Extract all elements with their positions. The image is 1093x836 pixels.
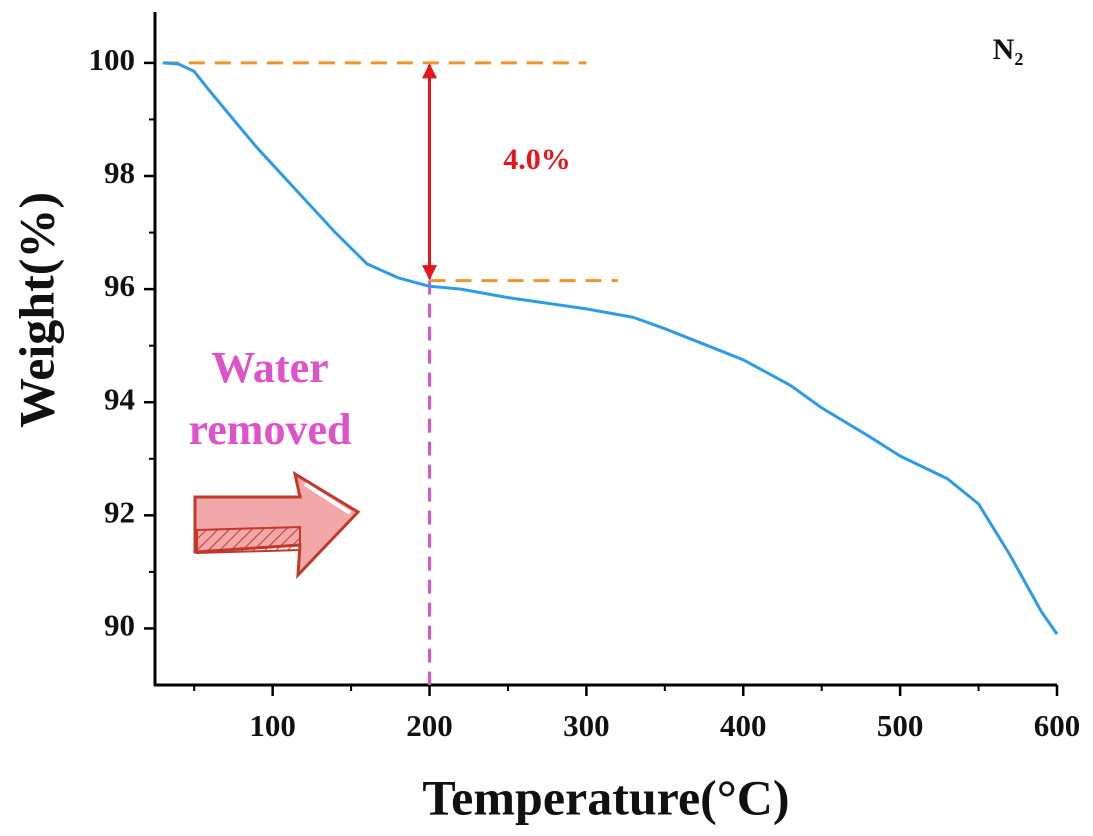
data-line xyxy=(162,61,1059,635)
x-axis-title: Temperature(°C) xyxy=(422,769,789,825)
x-tick-label: 400 xyxy=(720,708,767,743)
x-tick-label: 500 xyxy=(877,708,924,743)
y-tick-label: 96 xyxy=(104,268,135,303)
y-tick-label: 92 xyxy=(104,494,135,529)
region-label: Water xyxy=(211,343,328,392)
region-label: removed xyxy=(189,405,352,454)
y-tick-label: 94 xyxy=(104,381,135,416)
x-tick-label: 600 xyxy=(1034,708,1081,743)
y-tick-label: 100 xyxy=(89,42,136,77)
decorative-arrow-icon xyxy=(193,470,361,580)
y-tick-label: 98 xyxy=(104,155,135,190)
y-axis-title: Weight(%) xyxy=(8,192,64,428)
x-tick-label: 200 xyxy=(406,708,453,743)
x-tick-label: 300 xyxy=(563,708,610,743)
loss-label: 4.0% xyxy=(503,143,571,176)
x-tick-label: 100 xyxy=(249,708,296,743)
y-tick-label: 90 xyxy=(104,608,135,643)
atmosphere-label: N₂ xyxy=(993,33,1024,66)
